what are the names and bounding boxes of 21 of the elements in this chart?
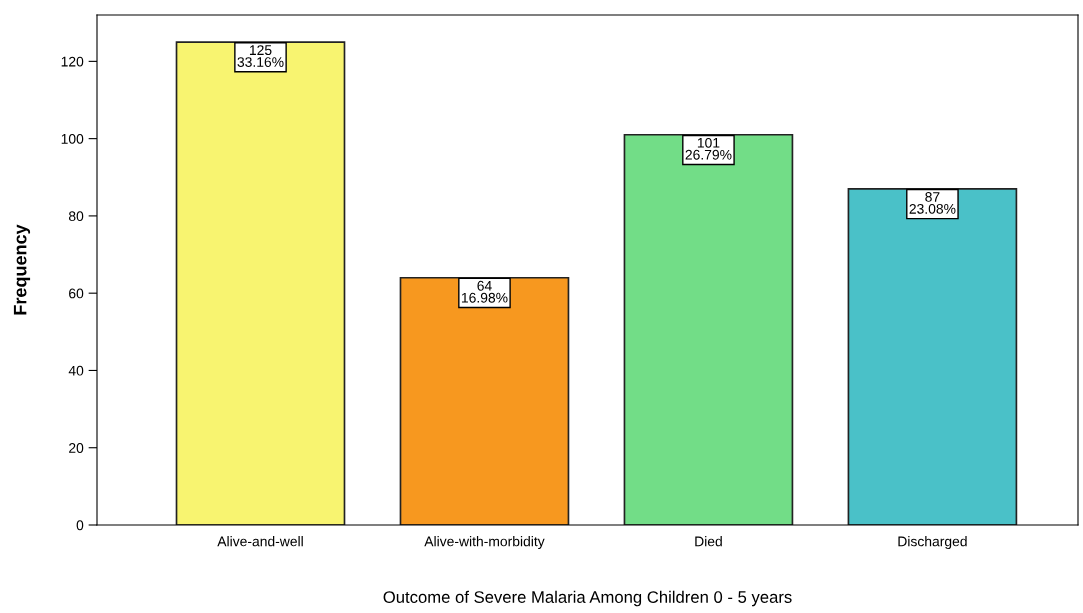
y-axis-title: Frequency	[13, 224, 31, 315]
data-label: 101 26.79%	[685, 137, 732, 160]
y-tick-label: 100	[61, 133, 84, 144]
y-tick-label: 0	[76, 520, 84, 531]
data-label: 125 33.16%	[237, 45, 284, 67]
x-tick-label: Alive-with-morbidity	[424, 536, 545, 550]
x-tick-label: Alive-and-well	[217, 536, 303, 547]
y-tick-label: 20	[69, 443, 84, 453]
x-tick-label: Discharged	[898, 536, 967, 550]
x-tick-label: Died	[695, 536, 722, 547]
x-axis-title: Outcome of Severe Malaria Among Children 0 - 5 years	[383, 590, 792, 607]
bar	[399, 276, 570, 525]
y-tick-label: 60	[69, 288, 84, 299]
data-label: 64 16.98%	[461, 280, 508, 303]
y-tick-label: 40	[68, 365, 84, 376]
data-label: 87 23.08%	[909, 192, 956, 214]
bar	[623, 133, 794, 525]
y-tick-label: 120	[61, 56, 84, 67]
bar	[847, 188, 1018, 525]
bar	[175, 41, 346, 525]
y-tick-label: 80	[68, 211, 84, 222]
